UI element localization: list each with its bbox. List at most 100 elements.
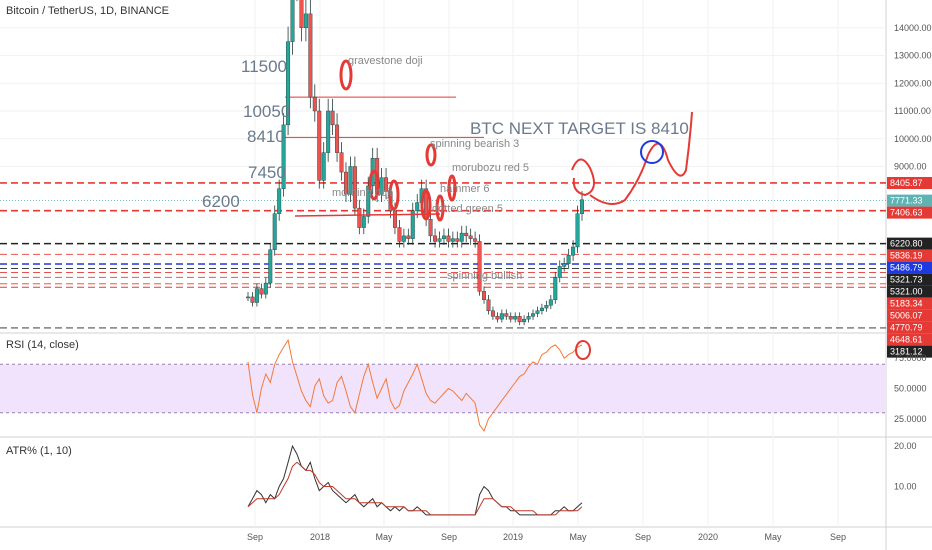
candle-body	[513, 316, 518, 320]
price-tag-bg	[887, 309, 932, 322]
price-annotation: dotted green 5	[432, 203, 503, 215]
x-tick-label: Sep	[441, 532, 457, 542]
y-tick-label: 12000.00	[894, 78, 932, 88]
candle-body	[482, 291, 487, 300]
x-tick-label: 2019	[503, 532, 523, 542]
candle-body	[535, 310, 540, 314]
atr-y-tick-label: 10.00	[894, 482, 917, 492]
candle-body	[504, 313, 509, 317]
rsi-y-tick-label: 25.0000	[894, 414, 927, 424]
candle-body	[379, 177, 384, 195]
candle-body	[312, 96, 317, 112]
candle-body	[352, 166, 357, 209]
candle-body	[397, 227, 402, 242]
candle-body	[290, 0, 295, 42]
x-tick-label: May	[375, 532, 393, 542]
x-tick-label: May	[764, 532, 782, 542]
candle-body	[508, 316, 513, 320]
price-annotation: morning doji	[332, 187, 392, 199]
price-tag-bg	[887, 176, 932, 189]
candle-body	[526, 316, 531, 320]
price-tag-label: 5321.00	[890, 287, 923, 297]
candle-body	[499, 313, 504, 320]
price-annotation: spinning bullish	[447, 270, 522, 282]
price-tag-label: 5836.19	[890, 251, 923, 261]
x-tick-label: May	[569, 532, 587, 542]
chart-title: Bitcoin / TetherUS, 1D, BINANCE	[6, 5, 169, 17]
rsi-band	[0, 364, 886, 413]
rsi-y-tick-label: 75.0000	[894, 353, 927, 363]
price-tag-bg	[887, 206, 932, 219]
candle-body	[330, 110, 335, 126]
candle-body	[357, 207, 362, 228]
candle-body	[490, 310, 495, 317]
price-annotation: 8410	[247, 127, 285, 146]
price-annotation: spinning bearish 3	[430, 138, 519, 150]
candle-body	[557, 266, 562, 278]
price-tag-bg	[887, 297, 932, 310]
candle-body	[495, 316, 500, 320]
price-annotation: 6200	[202, 192, 240, 211]
candle-body	[335, 124, 340, 153]
candle-body	[522, 318, 527, 323]
candle-body	[308, 13, 313, 98]
candle-body	[539, 307, 544, 311]
candle-body	[415, 202, 420, 212]
candle-body	[464, 232, 469, 237]
rsi-line	[247, 338, 583, 432]
pattern-highlight-ellipse	[388, 179, 400, 211]
price-tag-label: 4648.61	[890, 335, 923, 345]
rsi-y-tick-label: 50.0000	[894, 384, 927, 394]
candle-body	[246, 296, 250, 299]
price-tag-bg	[887, 321, 932, 334]
atr-y-tick-label: 20.00	[894, 441, 917, 451]
x-tick-label: 2020	[698, 532, 718, 542]
candle-body	[361, 216, 366, 228]
candle-body	[326, 110, 331, 153]
price-annotation: BTC NEXT TARGET IS 8410	[470, 119, 689, 138]
candle-body	[263, 282, 268, 295]
price-tag-label: 8405.87	[890, 178, 923, 188]
candle-body	[272, 213, 277, 250]
red-circle-drawing	[571, 158, 595, 197]
candle-body	[428, 219, 433, 237]
candle-body	[437, 238, 442, 242]
x-tick-label: Sep	[830, 532, 846, 542]
candle-body	[544, 305, 549, 309]
candle-body	[259, 288, 264, 295]
candle-body	[562, 263, 567, 267]
price-tag-bg	[887, 345, 932, 358]
price-annotation: 7450	[248, 163, 286, 182]
price-annotation: morubozu red 5	[452, 162, 529, 174]
x-tick-label: Sep	[247, 532, 263, 542]
candle-body	[450, 238, 455, 242]
candle-body	[250, 296, 255, 303]
candle-body	[348, 166, 353, 195]
candle-body	[531, 313, 535, 317]
candle-body	[401, 235, 406, 242]
support-line	[294, 213, 441, 217]
price-annotation: 11500	[241, 57, 287, 76]
candle-body	[433, 235, 438, 242]
candle-body	[384, 177, 389, 192]
pattern-highlight-ellipse	[339, 59, 353, 91]
candle-body	[459, 232, 464, 242]
candle-body	[303, 13, 308, 28]
rsi-highlight-circle	[575, 340, 591, 360]
candle-body	[571, 246, 576, 256]
candle-body	[286, 41, 291, 126]
candle-body	[268, 249, 273, 284]
rsi-title: RSI (14, close)	[6, 339, 79, 351]
candle-body	[281, 124, 286, 189]
price-annotation: 10050	[243, 102, 290, 121]
candle-body	[339, 152, 344, 173]
candle-body	[477, 241, 482, 292]
price-tag-bg	[887, 285, 932, 298]
candle-body	[566, 255, 571, 264]
target-blue-circle	[640, 140, 664, 164]
y-tick-label: 14000.00	[894, 23, 932, 33]
price-tag-label: 7406.63	[890, 208, 923, 218]
candle-body	[486, 299, 491, 312]
y-tick-label: 13000.00	[894, 51, 932, 61]
